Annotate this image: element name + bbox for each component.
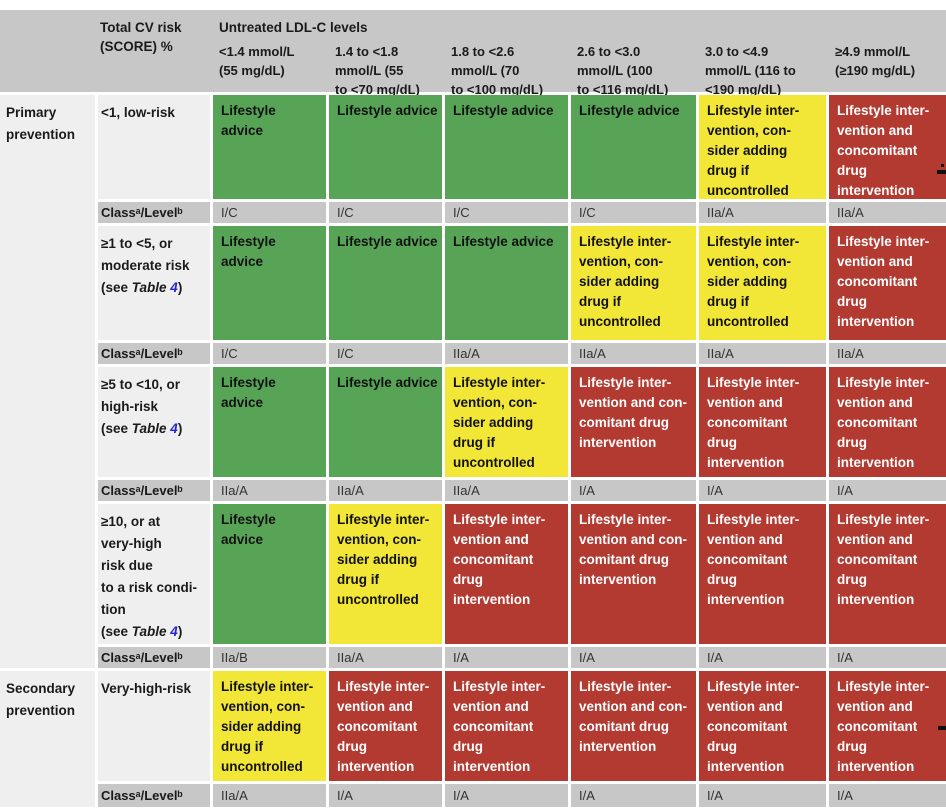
class-level-value: I/A <box>445 647 568 668</box>
table-4-link[interactable]: 4 <box>170 280 178 295</box>
header-ldl-col-6: ≥4.9 mmol/L (≥190 mg/dL) <box>835 44 916 78</box>
class-level-value: I/A <box>699 647 826 668</box>
treatment-cell: Lifestyle inter- vention, con- sider add… <box>699 95 826 199</box>
class-level-value: IIa/A <box>699 202 826 223</box>
treatment-cell: Lifestyle inter- vention and concomitant… <box>829 367 946 477</box>
class-level-value: I/C <box>571 202 696 223</box>
class-level-value: I/A <box>829 480 946 501</box>
treatment-cell: Lifestyle inter- vention and con- comita… <box>571 504 696 644</box>
class-level-value: IIa/A <box>829 202 946 223</box>
page-edge-artifact <box>941 164 944 167</box>
class-level-value: I/C <box>329 343 442 364</box>
header-ldl-col-3: 1.8 to <2.6 mmol/L (70 to <100 mg/dL) <box>451 44 544 97</box>
class-level-value: IIa/A <box>571 343 696 364</box>
treatment-cell: Lifestyle advice <box>329 95 442 199</box>
treatment-cell: Lifestyle advice <box>213 226 326 340</box>
class-level-value: IIa/A <box>329 647 442 668</box>
class-level-label: Classᵃ/Levelᵇ <box>98 202 210 223</box>
treatment-cell: Lifestyle advice <box>329 226 442 340</box>
risk-label-low-risk: <1, low-risk <box>98 95 210 199</box>
treatment-cell: Lifestyle inter- vention and concomitant… <box>829 95 946 199</box>
header-untreated-ldl-levels: Untreated LDL-C levels <box>219 20 368 35</box>
class-level-value: IIa/A <box>445 480 568 501</box>
class-level-value: IIa/B <box>213 647 326 668</box>
treatment-cell: Lifestyle inter- vention and concomitant… <box>445 504 568 644</box>
treatment-cell: Lifestyle inter- vention and con- comita… <box>571 367 696 477</box>
class-level-value: I/A <box>571 784 696 807</box>
treatment-cell: Lifestyle inter- vention, con- sider add… <box>329 504 442 644</box>
table-header: Total CV risk (SCORE) % Untreated LDL-C … <box>0 10 946 97</box>
treatment-cell: Lifestyle advice <box>213 95 326 199</box>
class-level-value: I/A <box>445 784 568 807</box>
class-level-value: IIa/A <box>699 343 826 364</box>
treatment-cell: Lifestyle inter- vention and concomitant… <box>699 504 826 644</box>
header-ldl-col-4: 2.6 to <3.0 mmol/L (100 to <116 mg/dL) <box>577 44 669 97</box>
treatment-cell: Lifestyle inter- vention and concomitant… <box>329 671 442 781</box>
class-level-value: I/A <box>329 784 442 807</box>
risk-label-moderate-risk: ≥1 to <5, or moderate risk (see Table 4) <box>98 226 210 340</box>
class-level-value: IIa/A <box>213 480 326 501</box>
class-level-value: I/A <box>699 784 826 807</box>
treatment-cell: Lifestyle advice <box>329 367 442 477</box>
table-4-link[interactable]: 4 <box>170 421 178 436</box>
risk-label-secondary-very-high-risk: Very-high-risk <box>98 671 210 781</box>
class-level-label: Classᵃ/Levelᵇ <box>98 647 210 668</box>
treatment-cell: Lifestyle inter- vention, con- sider add… <box>213 671 326 781</box>
class-level-label: Classᵃ/Levelᵇ <box>98 343 210 364</box>
treatment-cell: Lifestyle advice <box>213 504 326 644</box>
header-ldl-col-2: 1.4 to <1.8 mmol/L (55 to <70 mg/dL) <box>335 44 420 97</box>
class-level-value: IIa/A <box>445 343 568 364</box>
class-level-value: I/C <box>213 202 326 223</box>
class-level-value: I/C <box>213 343 326 364</box>
class-level-value: I/A <box>571 480 696 501</box>
class-level-value: I/A <box>571 647 696 668</box>
treatment-cell: Lifestyle inter- vention and concomitant… <box>829 504 946 644</box>
class-level-label: Classᵃ/Levelᵇ <box>98 480 210 501</box>
treatment-cell: Lifestyle inter- vention and con- comita… <box>571 671 696 781</box>
class-level-value: I/A <box>829 647 946 668</box>
page-edge-artifact <box>937 170 946 174</box>
class-level-value: IIa/A <box>329 480 442 501</box>
treatment-cell: Lifestyle advice <box>571 95 696 199</box>
header-ldl-col-1: <1.4 mmol/L (55 mg/dL) <box>219 44 295 78</box>
class-level-value: I/C <box>329 202 442 223</box>
treatment-cell: Lifestyle inter- vention, con- sider add… <box>571 226 696 340</box>
class-level-value: I/A <box>699 480 826 501</box>
class-level-value: IIa/A <box>213 784 326 807</box>
treatment-cell: Lifestyle inter- vention and concomitant… <box>445 671 568 781</box>
treatment-cell: Lifestyle inter- vention, con- sider add… <box>699 226 826 340</box>
class-level-value: I/A <box>829 784 946 807</box>
risk-label-high-risk: ≥5 to <10, or high-risk (see Table 4) <box>98 367 210 477</box>
group-primary-prevention: Primary prevention <box>0 95 95 668</box>
treatment-cell: Lifestyle advice <box>213 367 326 477</box>
treatment-cell: Lifestyle inter- vention and concomitant… <box>829 671 946 781</box>
treatment-cell: Lifestyle inter- vention and concomitant… <box>699 367 826 477</box>
class-level-value: IIa/A <box>829 343 946 364</box>
treatment-cell: Lifestyle inter- vention, con- sider add… <box>445 367 568 477</box>
class-level-value: I/C <box>445 202 568 223</box>
treatment-cell: Lifestyle advice <box>445 226 568 340</box>
group-secondary-prevention: Secondary prevention <box>0 671 95 807</box>
table-4-link[interactable]: 4 <box>170 624 178 639</box>
risk-label-very-high-risk: ≥10, or at very-high risk due to a risk … <box>98 504 210 644</box>
treatment-cell: Lifestyle advice <box>445 95 568 199</box>
treatment-cell: Lifestyle inter- vention and concomitant… <box>699 671 826 781</box>
treatment-cell: Lifestyle inter- vention and concomitant… <box>829 226 946 340</box>
header-ldl-col-5: 3.0 to <4.9 mmol/L (116 to <190 mg/dL) <box>705 44 796 97</box>
page-edge-artifact <box>938 726 946 730</box>
header-total-cv-risk: Total CV risk (SCORE) % <box>100 20 182 54</box>
class-level-label: Classᵃ/Levelᵇ <box>98 784 210 807</box>
